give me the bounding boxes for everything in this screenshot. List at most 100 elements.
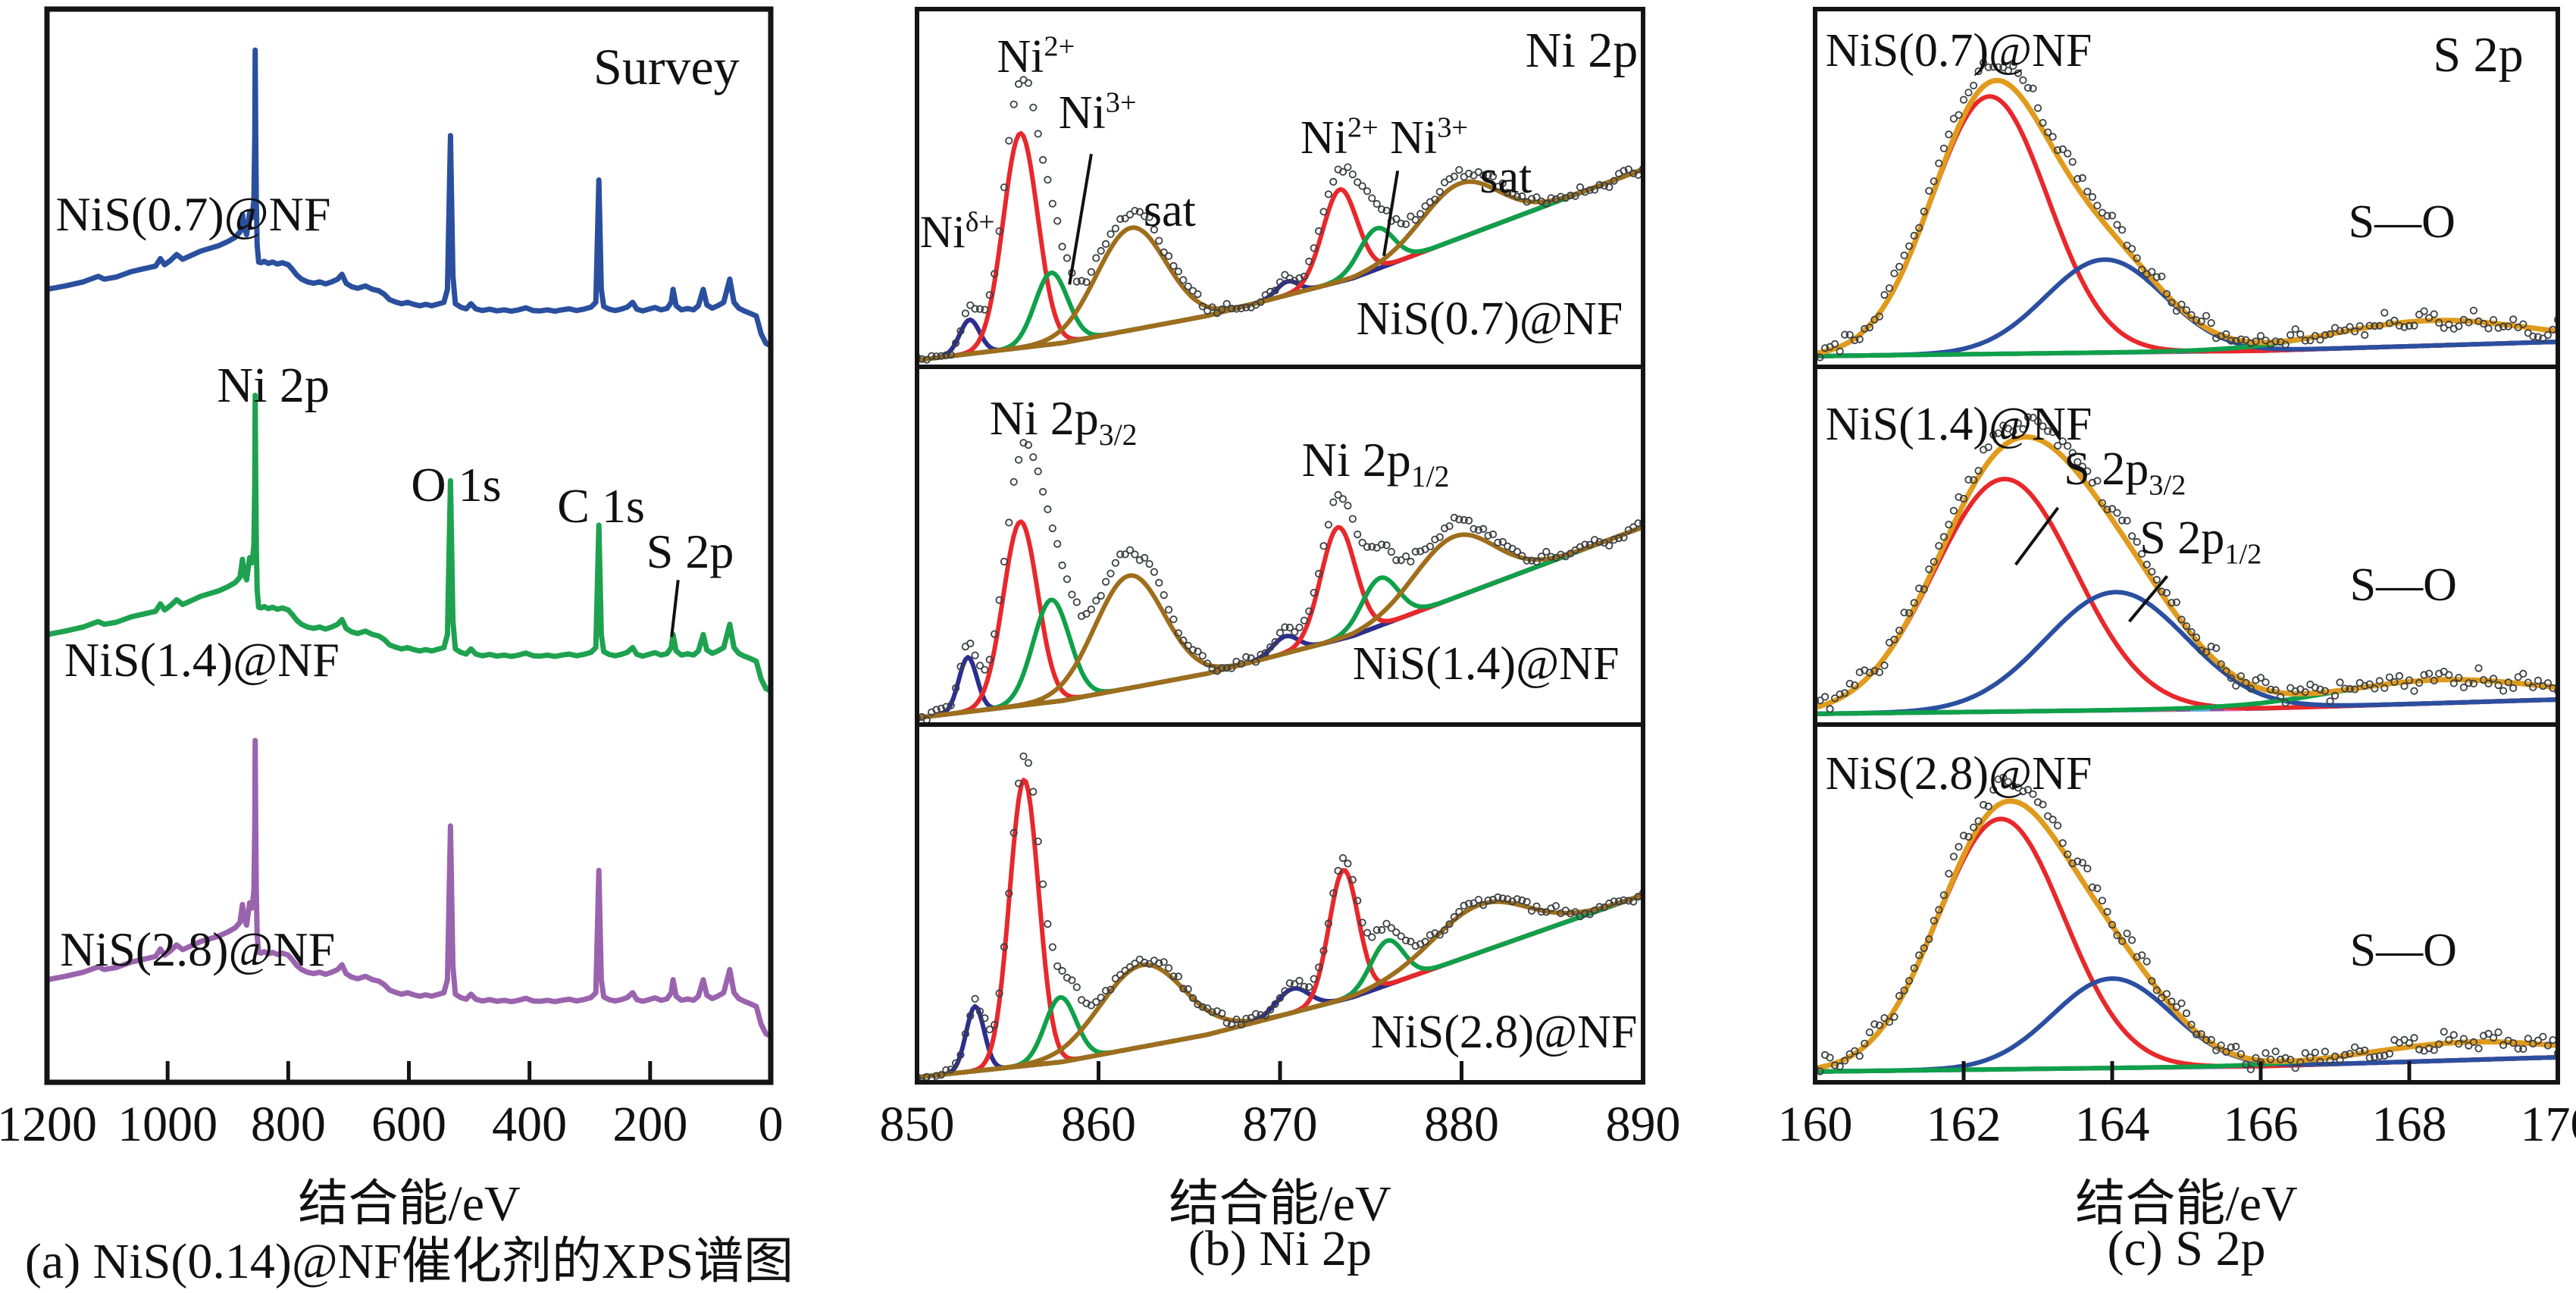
data-point-marker — [2431, 311, 2437, 317]
caption-panel-a: (a) NiS(0.14)@NF催化剂的XPS谱图 — [25, 1220, 793, 1293]
panel-c2-label-1: S—O — [2350, 927, 2457, 975]
panel-a-label-2: Ni 2p — [217, 360, 330, 411]
annotation-leader-line — [1069, 154, 1091, 284]
data-point-marker — [2475, 1045, 2481, 1051]
annotation-leader-line — [671, 580, 678, 637]
data-point-marker — [2520, 671, 2526, 677]
panel-a-label-4: C 1s — [557, 481, 645, 531]
data-point-marker — [2495, 1029, 2501, 1035]
panel-b0-label-5: sat — [1479, 154, 1532, 202]
data-point-marker — [2183, 1010, 2189, 1016]
data-point-marker — [2293, 326, 2299, 332]
data-point-marker — [1437, 189, 1443, 195]
panel-b0-label-2: Niδ+ — [920, 209, 995, 255]
panel-a-label-6: NiS(1.4)@NF — [64, 635, 340, 684]
data-point-marker — [2262, 1050, 2268, 1056]
data-point-marker — [1945, 871, 1952, 877]
data-point-marker — [2362, 332, 2368, 338]
panel-c0-label-1: S 2p — [2433, 30, 2523, 80]
panel-c0-label-2: S—O — [2349, 199, 2455, 246]
data-point-marker — [2381, 309, 2387, 315]
data-point-marker — [1050, 201, 1056, 207]
panel-b1-label-2: NiS(1.4)@NF — [1353, 640, 1620, 688]
data-point-marker — [1044, 921, 1050, 927]
data-point-marker — [2500, 687, 2506, 693]
data-point-marker — [1965, 89, 1971, 95]
x-tick-label: 600 — [371, 1096, 446, 1154]
data-point-marker — [1403, 553, 1409, 559]
data-point-marker — [1040, 489, 1046, 495]
data-point-marker — [2297, 331, 2303, 337]
component-curve-S 2p1/2 — [1815, 260, 2558, 356]
x-tick-label: 870 — [1243, 1096, 1318, 1154]
x-tick-label: 162 — [1927, 1096, 2002, 1154]
x-tick-label: 164 — [2075, 1096, 2150, 1154]
data-point-marker — [1035, 130, 1041, 136]
data-point-marker — [1166, 253, 1172, 259]
data-point-marker — [1156, 237, 1162, 243]
data-point-marker — [1059, 562, 1065, 568]
data-point-marker — [1413, 217, 1419, 223]
data-point-marker — [1170, 616, 1176, 622]
data-point-marker — [2129, 246, 2135, 252]
data-point-marker — [1050, 944, 1056, 950]
data-point-marker — [2545, 332, 2551, 338]
data-point-marker — [2287, 332, 2293, 338]
data-point-marker — [2035, 105, 2041, 111]
data-point-marker — [1006, 138, 1012, 144]
x-tick-label: 0 — [759, 1096, 784, 1154]
data-point-marker — [1151, 568, 1157, 574]
data-point-marker — [1326, 191, 1332, 197]
panel-b1-label-0: Ni 2p3/2 — [990, 393, 1138, 443]
data-point-marker — [1369, 195, 1375, 201]
data-point-marker — [2337, 679, 2343, 685]
data-point-marker — [2510, 685, 2516, 691]
x-tick-label: 166 — [2224, 1096, 2299, 1154]
panel-b0-label-3: sat — [1144, 187, 1196, 235]
data-point-marker — [1107, 571, 1113, 577]
panel-b0-label-7: NiS(0.7)@NF — [1357, 296, 1623, 343]
data-point-marker — [1093, 255, 1099, 261]
x-tick-label: 200 — [612, 1096, 687, 1154]
data-point-marker — [1301, 618, 1307, 624]
data-point-marker — [1476, 897, 1482, 903]
data-point-marker — [2020, 77, 2026, 83]
data-point-marker — [1822, 693, 1828, 700]
data-point-marker — [1131, 551, 1138, 557]
panel-b0-label-0: Ni2+ — [997, 33, 1075, 81]
data-point-marker — [2421, 308, 2427, 314]
x-tick-label: 1200 — [0, 1096, 97, 1154]
data-point-marker — [1016, 457, 1022, 463]
data-point-marker — [2144, 958, 2150, 964]
data-point-marker — [1180, 277, 1186, 283]
data-point-marker — [2129, 533, 2135, 539]
data-point-marker — [2510, 316, 2516, 322]
panel-c1-label-2: S 2p1/2 — [2139, 515, 2261, 562]
data-point-marker — [1050, 525, 1056, 531]
data-point-marker — [972, 653, 978, 659]
data-point-marker — [1364, 188, 1370, 194]
panel-b0-label-1: Ni3+ — [1059, 89, 1137, 137]
panel-a-label-0: Survey — [593, 41, 740, 93]
x-tick-label: 170 — [2521, 1096, 2576, 1154]
data-point-marker — [1030, 788, 1036, 794]
panel-a-label-1: NiS(0.7)@NF — [55, 189, 330, 239]
data-point-marker — [1320, 543, 1326, 549]
data-point-marker — [2411, 688, 2417, 694]
data-point-marker — [1011, 479, 1017, 485]
data-point-marker — [1035, 468, 1041, 474]
data-point-marker — [1369, 934, 1375, 940]
data-point-marker — [2441, 1028, 2447, 1035]
data-point-marker — [1941, 146, 1947, 152]
data-point-marker — [1867, 1029, 1873, 1035]
data-point-marker — [2549, 1037, 2556, 1043]
data-point-marker — [2178, 1000, 2184, 1007]
x-tick-label: 168 — [2372, 1096, 2447, 1154]
data-point-marker — [1951, 853, 1957, 859]
data-point-marker — [1025, 759, 1031, 765]
data-point-marker — [1054, 218, 1060, 224]
data-point-marker — [1194, 291, 1200, 297]
data-point-marker — [2322, 1048, 2328, 1054]
